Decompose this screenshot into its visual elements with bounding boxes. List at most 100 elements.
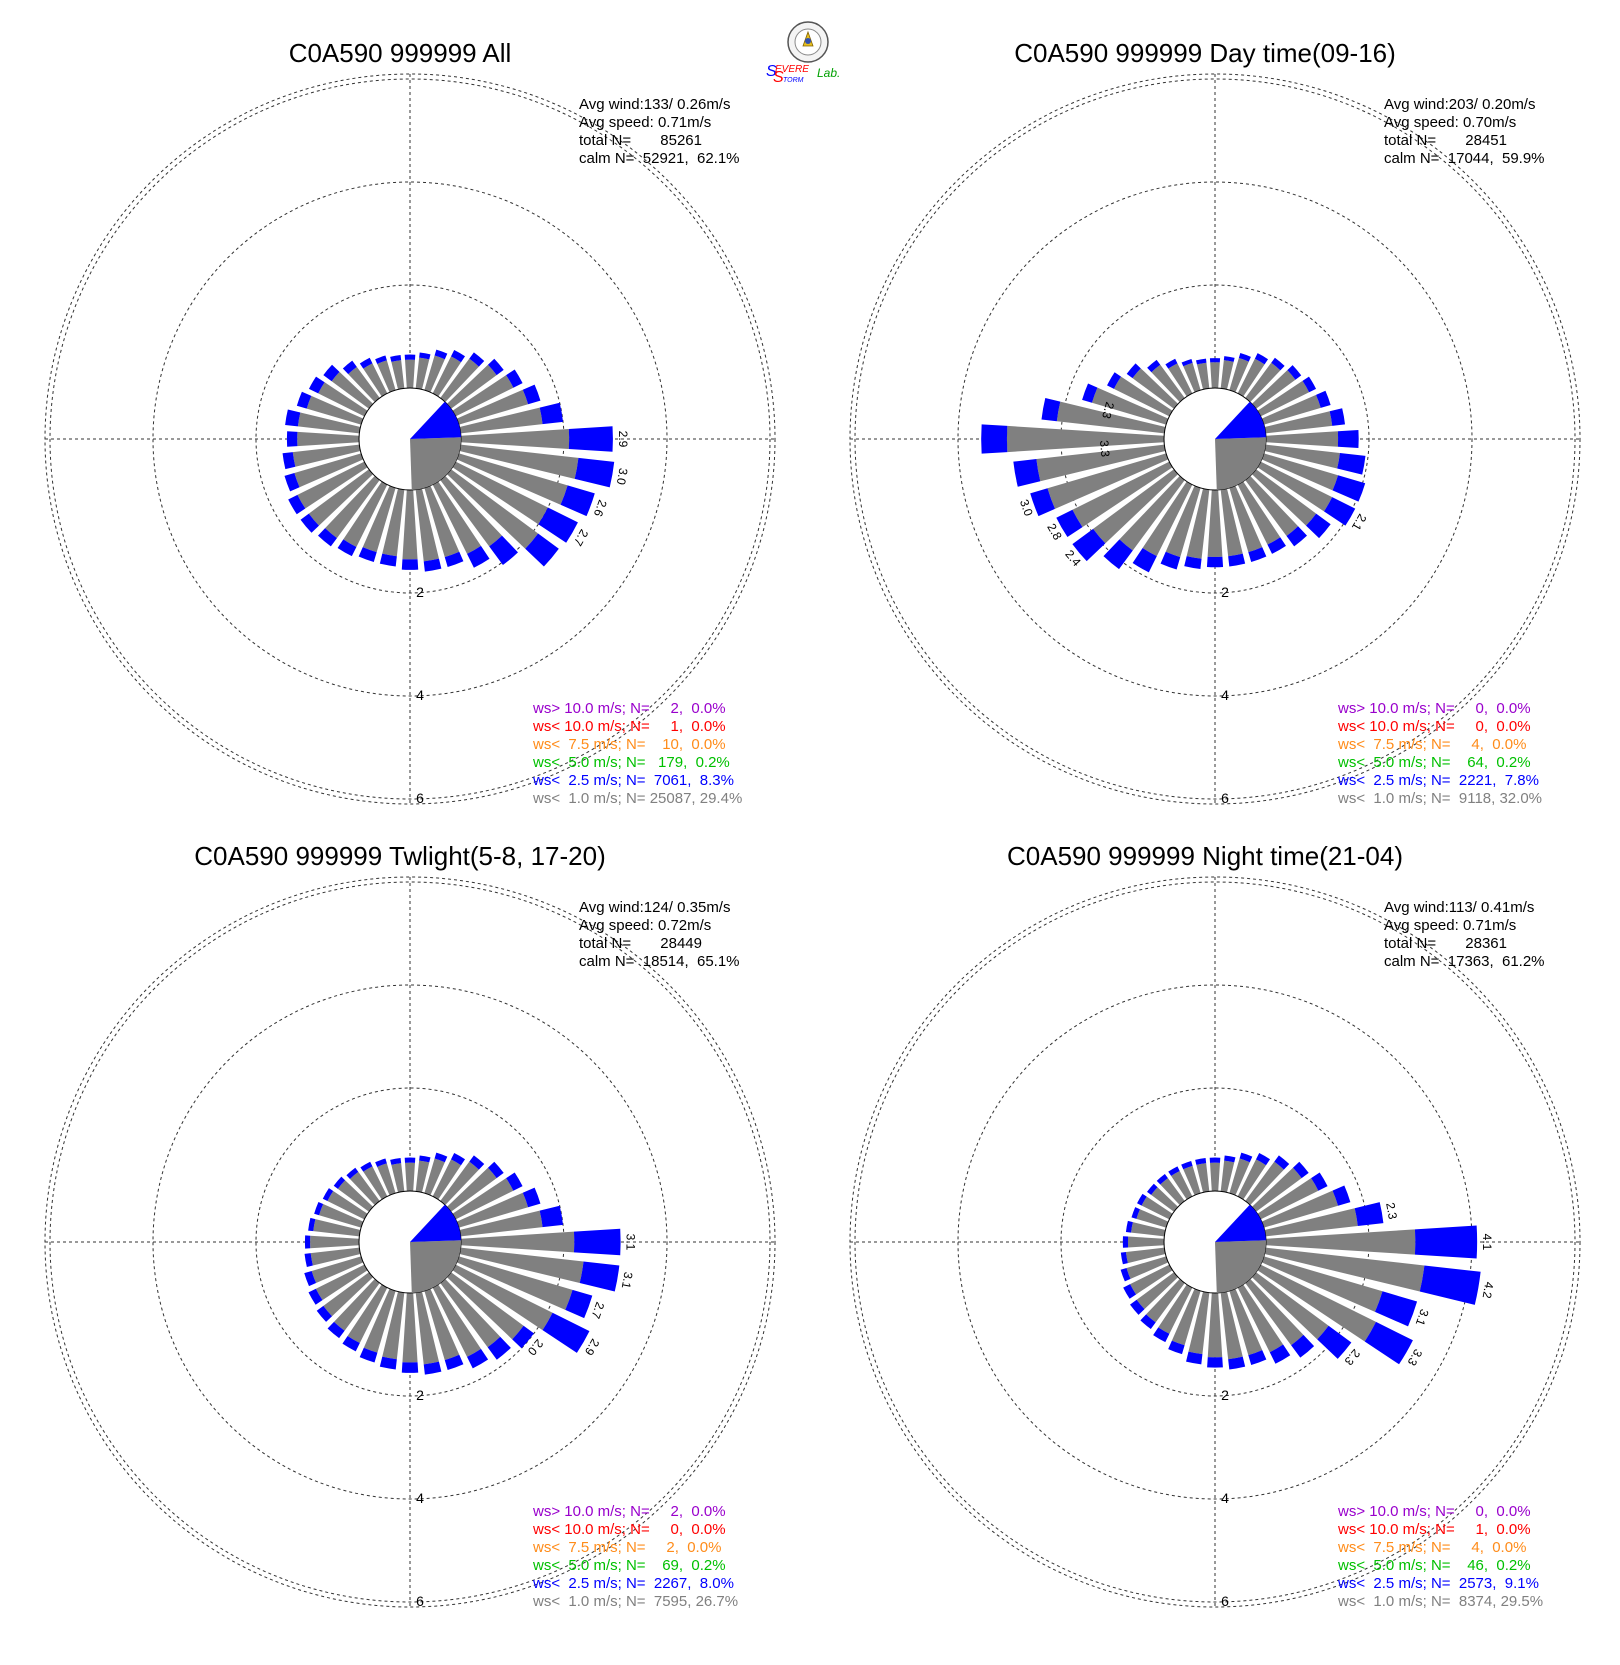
bar-segment-lt2_5-340 [375,355,387,364]
bar-segment-lt2_5-0 [1209,1157,1221,1163]
legend-entry-5: ws< 2.5 m/s; N= 7061, 8.3% [532,772,734,789]
bar-segment-lt1-280 [1131,1222,1166,1237]
bar-segment-lt2_5-70 [1316,390,1331,408]
bar-segment-lt1-290 [1091,387,1169,425]
bar-segment-lt1-10 [1220,1160,1235,1193]
bar-segment-lt1-230 [308,469,374,526]
legend-entry-2: ws< 10.0 m/s; N= 1, 0.0% [532,718,726,735]
stat-line-3: total N= 28361 [1384,935,1507,952]
bar-segment-lt2_5-340 [375,1158,387,1167]
bar-segment-lt1-200 [1165,485,1201,558]
bar-segment-lt2_5-100 [579,1261,620,1292]
bar-segment-lt1-60 [452,1178,514,1220]
bar-segment-lt1-50 [1251,370,1296,409]
bar-segment-lt1-300 [318,382,368,417]
bar-segment-lt1-240 [297,461,368,509]
stat-line-4: calm N= 18514, 65.1% [579,953,740,970]
bar-segment-lt1-340 [377,360,396,393]
bar-segment-lt2_5-290 [314,1201,324,1216]
bar-segment-lt2_5-350 [1195,358,1207,365]
bar-segment-lt1-200 [1171,1288,1201,1346]
ring-label-2: 2 [416,584,424,600]
svg-text:S: S [773,69,784,86]
bar-segment-lt1-220 [333,1278,380,1331]
bar-segment-lt1-320 [349,1171,380,1206]
bar-segment-lt1-290 [306,395,364,425]
grid-ring-3 [49,78,771,800]
bar-segment-lt2_5-350 [390,1158,402,1165]
bar-segment-lt2_5-150 [1269,1344,1291,1364]
bar-segment-lt2_5-60 [506,1172,523,1191]
legend-entry-1: ws> 10.0 m/s; N= 2, 0.0% [532,1503,726,1520]
bar-segment-lt2_5-90 [1414,1225,1478,1259]
legend-entry-6: ws< 1.0 m/s; N= 9118, 32.0% [1337,790,1542,807]
bar-value-label-4: 3.1 [1413,1307,1432,1328]
bar-segment-lt1-50 [446,1167,497,1212]
bar-segment-lt2_5-230 [316,1305,333,1322]
bar-segment-lt2_5-300 [308,376,325,394]
bar-segment-lt1-120 [1257,461,1333,512]
bar-segment-lt1-350 [391,360,405,390]
stat-line-1: Avg wind:133/ 0.26m/s [579,96,730,113]
bar-segment-lt1-310 [337,1180,374,1212]
bar-segment-lt2_5-160 [444,1354,464,1370]
bar-segment-lt2_5-180 [1207,1357,1223,1368]
bar-segment-lt2_5-220 [1140,1314,1156,1330]
bar-segment-lt1-250 [1047,453,1169,509]
calm-wedge [1215,1240,1266,1293]
chart-title: C0A590 999999 All [289,38,512,68]
bar-segment-lt1-150 [432,1284,481,1357]
grid-ring-3 [854,78,1576,800]
bar-segment-lt2_5-130 [512,1325,534,1349]
bar-segment-lt1-60 [1257,380,1310,417]
bar-segment-lt2_5-90 [1337,429,1359,449]
bar-segment-lt2_5-320 [346,1167,359,1179]
bar-value-label-3: 4.2 [1480,1281,1497,1300]
legend-entry-1: ws> 10.0 m/s; N= 2, 0.0% [532,700,726,717]
bar-segment-lt1-260 [292,444,361,467]
bar-segment-lt2_5-50 [487,358,504,376]
bar-segment-lt2_5-150 [467,1348,489,1369]
calm-wedge [410,1240,461,1293]
bar-segment-lt2_5-240 [308,1288,323,1305]
bar-segment-lt1-70 [1261,394,1321,425]
bar-segment-lt2_5-60 [1302,376,1317,393]
grid-ring-2 [152,984,668,1500]
bar-segment-lt1-110 [1261,453,1339,491]
bar-segment-lt2_5-350 [1195,1158,1207,1165]
stat-line-1: Avg wind:124/ 0.35m/s [579,899,730,916]
bar-segment-lt2_5-340 [1181,1160,1193,1170]
bar-segment-lt1-130 [1251,469,1317,526]
bar-segment-lt2_5-180 [401,1362,419,1373]
bar-segment-lt1-280 [1056,401,1166,434]
bar-segment-lt2_5-30 [1255,1152,1271,1166]
grid-ring-4 [44,73,776,805]
bar-segment-lt1-10 [415,357,430,390]
bar-segment-lt2_5-260 [1120,1251,1128,1265]
bar-segment-lt2_5-30 [450,349,466,363]
bar-segment-lt1-100 [459,1247,584,1284]
bar-segment-lt2_5-80 [1329,408,1346,426]
bar-segment-lt2_5-100 [1337,453,1366,475]
legend-entry-2: ws< 10.0 m/s; N= 0, 0.0% [1337,718,1531,735]
bar-segment-lt1-40 [440,1161,479,1206]
bar-segment-lt1-260 [1125,1247,1166,1264]
ring-label-2: 2 [1221,1387,1229,1403]
legend-entry-4: ws< 5.0 m/s; N= 69, 0.2% [532,1557,726,1574]
legend-entry-5: ws< 2.5 m/s; N= 2267, 8.0% [532,1575,734,1592]
bar-segment-lt2_5-200 [1168,1340,1185,1355]
bar-segment-lt2_5-330 [1165,358,1178,369]
bar-segment-lt1-240 [315,1264,368,1301]
bar-segment-lt2_5-0 [404,354,416,360]
bar-segment-lt1-290 [1136,1209,1169,1228]
bar-segment-lt2_5-120 [542,1312,590,1353]
bar-segment-lt2_5-190 [1184,556,1202,570]
bar-segment-lt1-220 [1146,1278,1185,1323]
stat-line-2: Avg speed: 0.71m/s [579,114,711,131]
bar-segment-lt2_5-80 [539,402,564,425]
ring-label-2: 2 [416,1387,424,1403]
ring-label-6: 6 [416,1593,424,1609]
svg-text:S: S [766,63,777,80]
